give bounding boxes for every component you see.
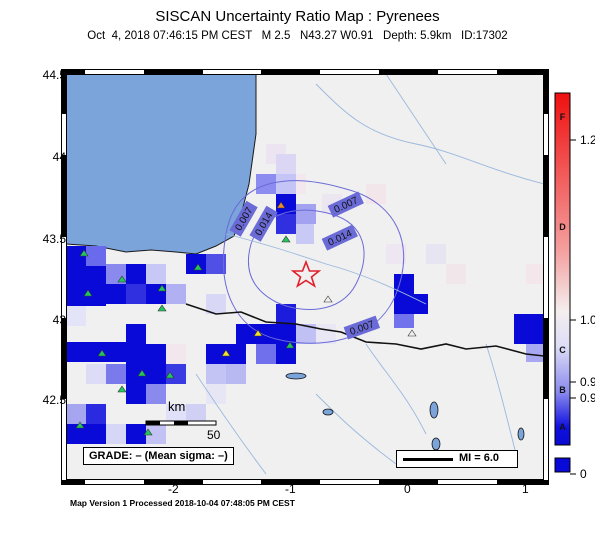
- epicenter-star[interactable]: [290, 259, 322, 288]
- lon-tick-1: 1: [522, 482, 529, 496]
- mi-legend-line: [403, 458, 453, 461]
- colorbar-grade-letter: F: [560, 112, 566, 122]
- uncertainty-contours: [222, 180, 405, 344]
- colorbar-value-label: 0.9: [580, 391, 595, 405]
- mi-legend: MI = 6.0: [396, 450, 518, 468]
- station-triangle: [137, 369, 147, 377]
- stations: [75, 201, 417, 436]
- rivers: [195, 74, 544, 475]
- station-triangle: [276, 201, 286, 209]
- lat-tick-44-5: 44.5: [42, 68, 66, 82]
- colorbar-gradient: [554, 92, 571, 446]
- event-subtitle: Oct 4, 2018 07:46:15 PM CEST M 2.5 N43.2…: [87, 30, 508, 42]
- lon-tick-minus-2: -2: [168, 482, 179, 496]
- map-frame: [66, 74, 544, 480]
- scale-bar-value: 50: [207, 428, 221, 442]
- station-triangle: [253, 329, 263, 337]
- station-triangle: [157, 304, 167, 312]
- lon-tick-0: 0: [404, 482, 411, 496]
- station-triangle: [323, 295, 333, 303]
- border-line: [185, 303, 544, 357]
- uncertainty-map[interactable]: 0.007 0.014 0.007 0.014 0.007: [66, 74, 544, 480]
- station-triangle: [193, 263, 203, 271]
- map-border-ticks: [61, 69, 549, 485]
- colorbar-grade-letter: C: [559, 345, 566, 355]
- station-triangle: [285, 341, 295, 349]
- scale-bar-unit: km: [168, 399, 186, 414]
- colorbar-value-label: 1.0: [580, 313, 595, 327]
- colorbar-grade-letter: D: [559, 222, 566, 232]
- station-triangle: [221, 349, 231, 357]
- station-triangle: [143, 428, 153, 436]
- lat-tick-labels: 44.5 44 43.5 43 42.5: [0, 0, 66, 544]
- colorbar-value-label: 0.9: [580, 375, 595, 389]
- colorbar-value-label: 0: [580, 467, 587, 480]
- colorbar-min-swatch: [554, 457, 571, 473]
- colorbar-grade-letter: A: [559, 422, 566, 432]
- map-title: SISCAN Uncertainty Ratio Map : Pyrenees: [155, 8, 440, 25]
- station-triangle: [281, 235, 291, 243]
- processed-footer: Map Version 1 Processed 2018-10-04 07:48…: [70, 498, 295, 508]
- station-triangle: [117, 275, 127, 283]
- lat-tick-42-5: 42.5: [42, 393, 66, 407]
- station-triangle: [157, 284, 167, 292]
- scale-bar: [145, 420, 217, 426]
- grade-label: GRADE: – (Mean sigma: –): [83, 447, 234, 465]
- station-triangle: [79, 249, 89, 257]
- station-triangle: [75, 421, 85, 429]
- colorbar: F D C B A 1.2 1.0 0.9 0.9 0: [554, 92, 595, 480]
- mi-legend-label: MI = 6.0: [459, 452, 500, 464]
- lon-tick-minus-1: -1: [285, 482, 296, 496]
- station-triangle: [117, 385, 127, 393]
- station-triangle: [407, 329, 417, 337]
- station-triangle: [97, 349, 107, 357]
- station-triangle: [165, 371, 175, 379]
- lakes: [285, 372, 525, 451]
- colorbar-value-label: 1.2: [580, 133, 595, 147]
- colorbar-grade-letter: B: [559, 385, 566, 395]
- uncertainty-cells: [66, 154, 544, 444]
- lat-tick-43-5: 43.5: [42, 232, 66, 246]
- station-triangle: [83, 289, 93, 297]
